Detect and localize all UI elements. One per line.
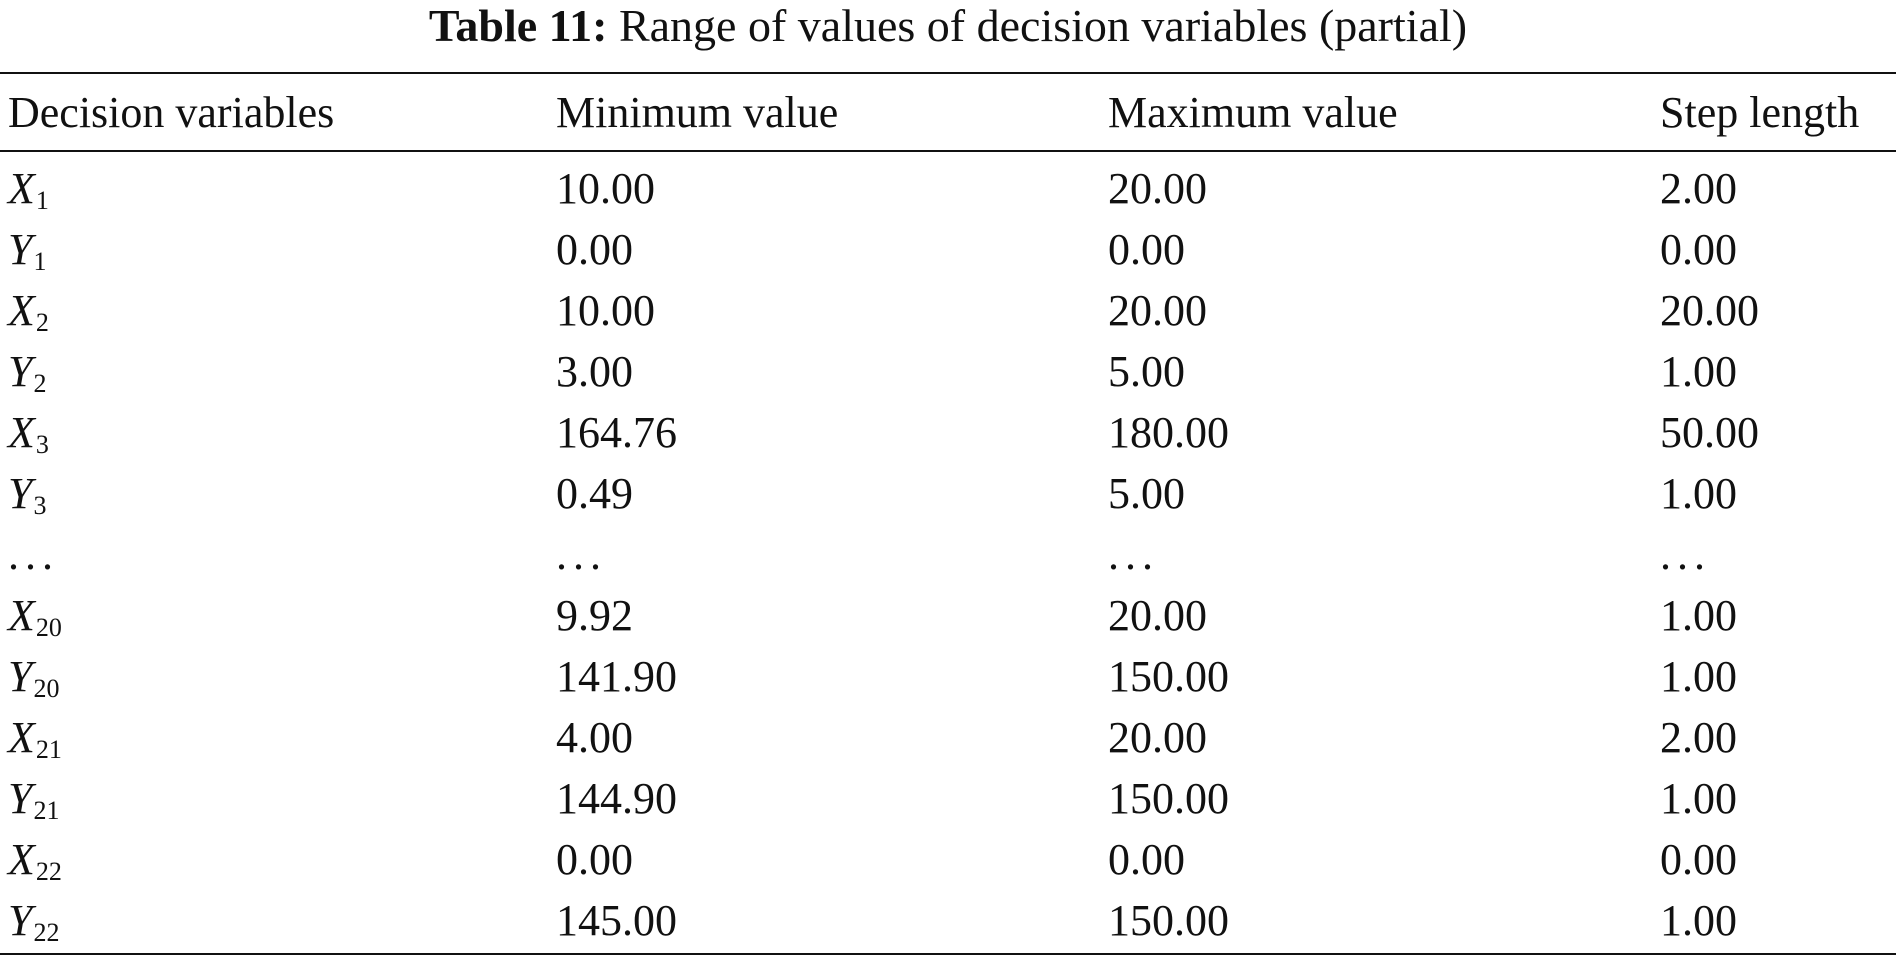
table-row: Y21 144.90 150.00 1.00 (0, 768, 1896, 830)
variable-name: Y3 (8, 469, 47, 520)
header-minimum-value: Minimum value (556, 88, 839, 137)
header-maximum-value: Maximum value (1108, 88, 1398, 137)
minimum-value: 0.00 (556, 225, 633, 274)
table-header-rule (0, 150, 1896, 152)
table-caption: Table 11: Range of values of decision va… (0, 0, 1896, 52)
step-length: 0.00 (1660, 225, 1737, 274)
table-row: Y3 0.49 5.00 1.00 (0, 463, 1896, 525)
minimum-value: 145.00 (556, 896, 677, 945)
table-row: Y2 3.00 5.00 1.00 (0, 341, 1896, 403)
table-row: X21 4.00 20.00 2.00 (0, 707, 1896, 769)
step-length: 1.00 (1660, 469, 1737, 518)
variable-name: Y20 (8, 652, 60, 703)
variable-name: X1 (8, 164, 49, 215)
header-step-length: Step length (1660, 88, 1860, 137)
step-length: 1.00 (1660, 652, 1737, 701)
step-length: 20.00 (1660, 286, 1759, 335)
table-row: X22 0.00 0.00 0.00 (0, 829, 1896, 891)
table-row: X2 10.00 20.00 20.00 (0, 280, 1896, 342)
minimum-value: 0.49 (556, 469, 633, 518)
maximum-value: 20.00 (1108, 713, 1207, 762)
minimum-value: 9.92 (556, 591, 633, 640)
minimum-value: 144.90 (556, 774, 677, 823)
table-row: X1 10.00 20.00 2.00 (0, 158, 1896, 220)
minimum-value: 164.76 (556, 408, 677, 457)
table-bottom-rule (0, 953, 1896, 955)
variable-name: Y21 (8, 774, 60, 825)
step-length: 1.00 (1660, 896, 1737, 945)
step-length: 50.00 (1660, 408, 1759, 457)
step-length: 2.00 (1660, 164, 1737, 213)
minimum-value: 10.00 (556, 286, 655, 335)
step-length: 1.00 (1660, 347, 1737, 396)
minimum-value: 3.00 (556, 347, 633, 396)
table-row: Y20 141.90 150.00 1.00 (0, 646, 1896, 708)
table-row-ellipsis: ... ... ... ... (0, 524, 1896, 586)
step-length: 0.00 (1660, 835, 1737, 884)
ellipsis: ... (1108, 530, 1159, 579)
minimum-value: 141.90 (556, 652, 677, 701)
ellipsis: ... (8, 530, 59, 579)
variable-name: X22 (8, 835, 62, 886)
maximum-value: 180.00 (1108, 408, 1229, 457)
table-caption-label: Table 11: (428, 0, 608, 51)
minimum-value: 10.00 (556, 164, 655, 213)
header-decision-variables: Decision variables (8, 88, 335, 137)
table-row: Y22 145.00 150.00 1.00 (0, 890, 1896, 952)
minimum-value: 0.00 (556, 835, 633, 884)
table-row: X20 9.92 20.00 1.00 (0, 585, 1896, 647)
variable-name: Y2 (8, 347, 47, 398)
maximum-value: 0.00 (1108, 225, 1185, 274)
maximum-value: 5.00 (1108, 347, 1185, 396)
maximum-value: 20.00 (1108, 591, 1207, 640)
maximum-value: 150.00 (1108, 652, 1229, 701)
table-header-row: Decision variables Minimum value Maximum… (0, 82, 1896, 144)
step-length: 2.00 (1660, 713, 1737, 762)
table-caption-text: Range of values of decision variables (p… (618, 0, 1468, 51)
step-length: 1.00 (1660, 591, 1737, 640)
table-top-rule (0, 72, 1896, 74)
maximum-value: 0.00 (1108, 835, 1185, 884)
maximum-value: 20.00 (1108, 164, 1207, 213)
variable-name: X3 (8, 408, 49, 459)
step-length: 1.00 (1660, 774, 1737, 823)
table-row: X3 164.76 180.00 50.00 (0, 402, 1896, 464)
ellipsis: ... (1660, 530, 1711, 579)
variable-name: Y1 (8, 225, 47, 276)
maximum-value: 5.00 (1108, 469, 1185, 518)
variable-name: X2 (8, 286, 49, 337)
variable-name: X20 (8, 591, 62, 642)
minimum-value: 4.00 (556, 713, 633, 762)
maximum-value: 150.00 (1108, 774, 1229, 823)
maximum-value: 150.00 (1108, 896, 1229, 945)
table-row: Y1 0.00 0.00 0.00 (0, 219, 1896, 281)
variable-name: Y22 (8, 896, 60, 947)
variable-name: X21 (8, 713, 62, 764)
maximum-value: 20.00 (1108, 286, 1207, 335)
ellipsis: ... (556, 530, 607, 579)
